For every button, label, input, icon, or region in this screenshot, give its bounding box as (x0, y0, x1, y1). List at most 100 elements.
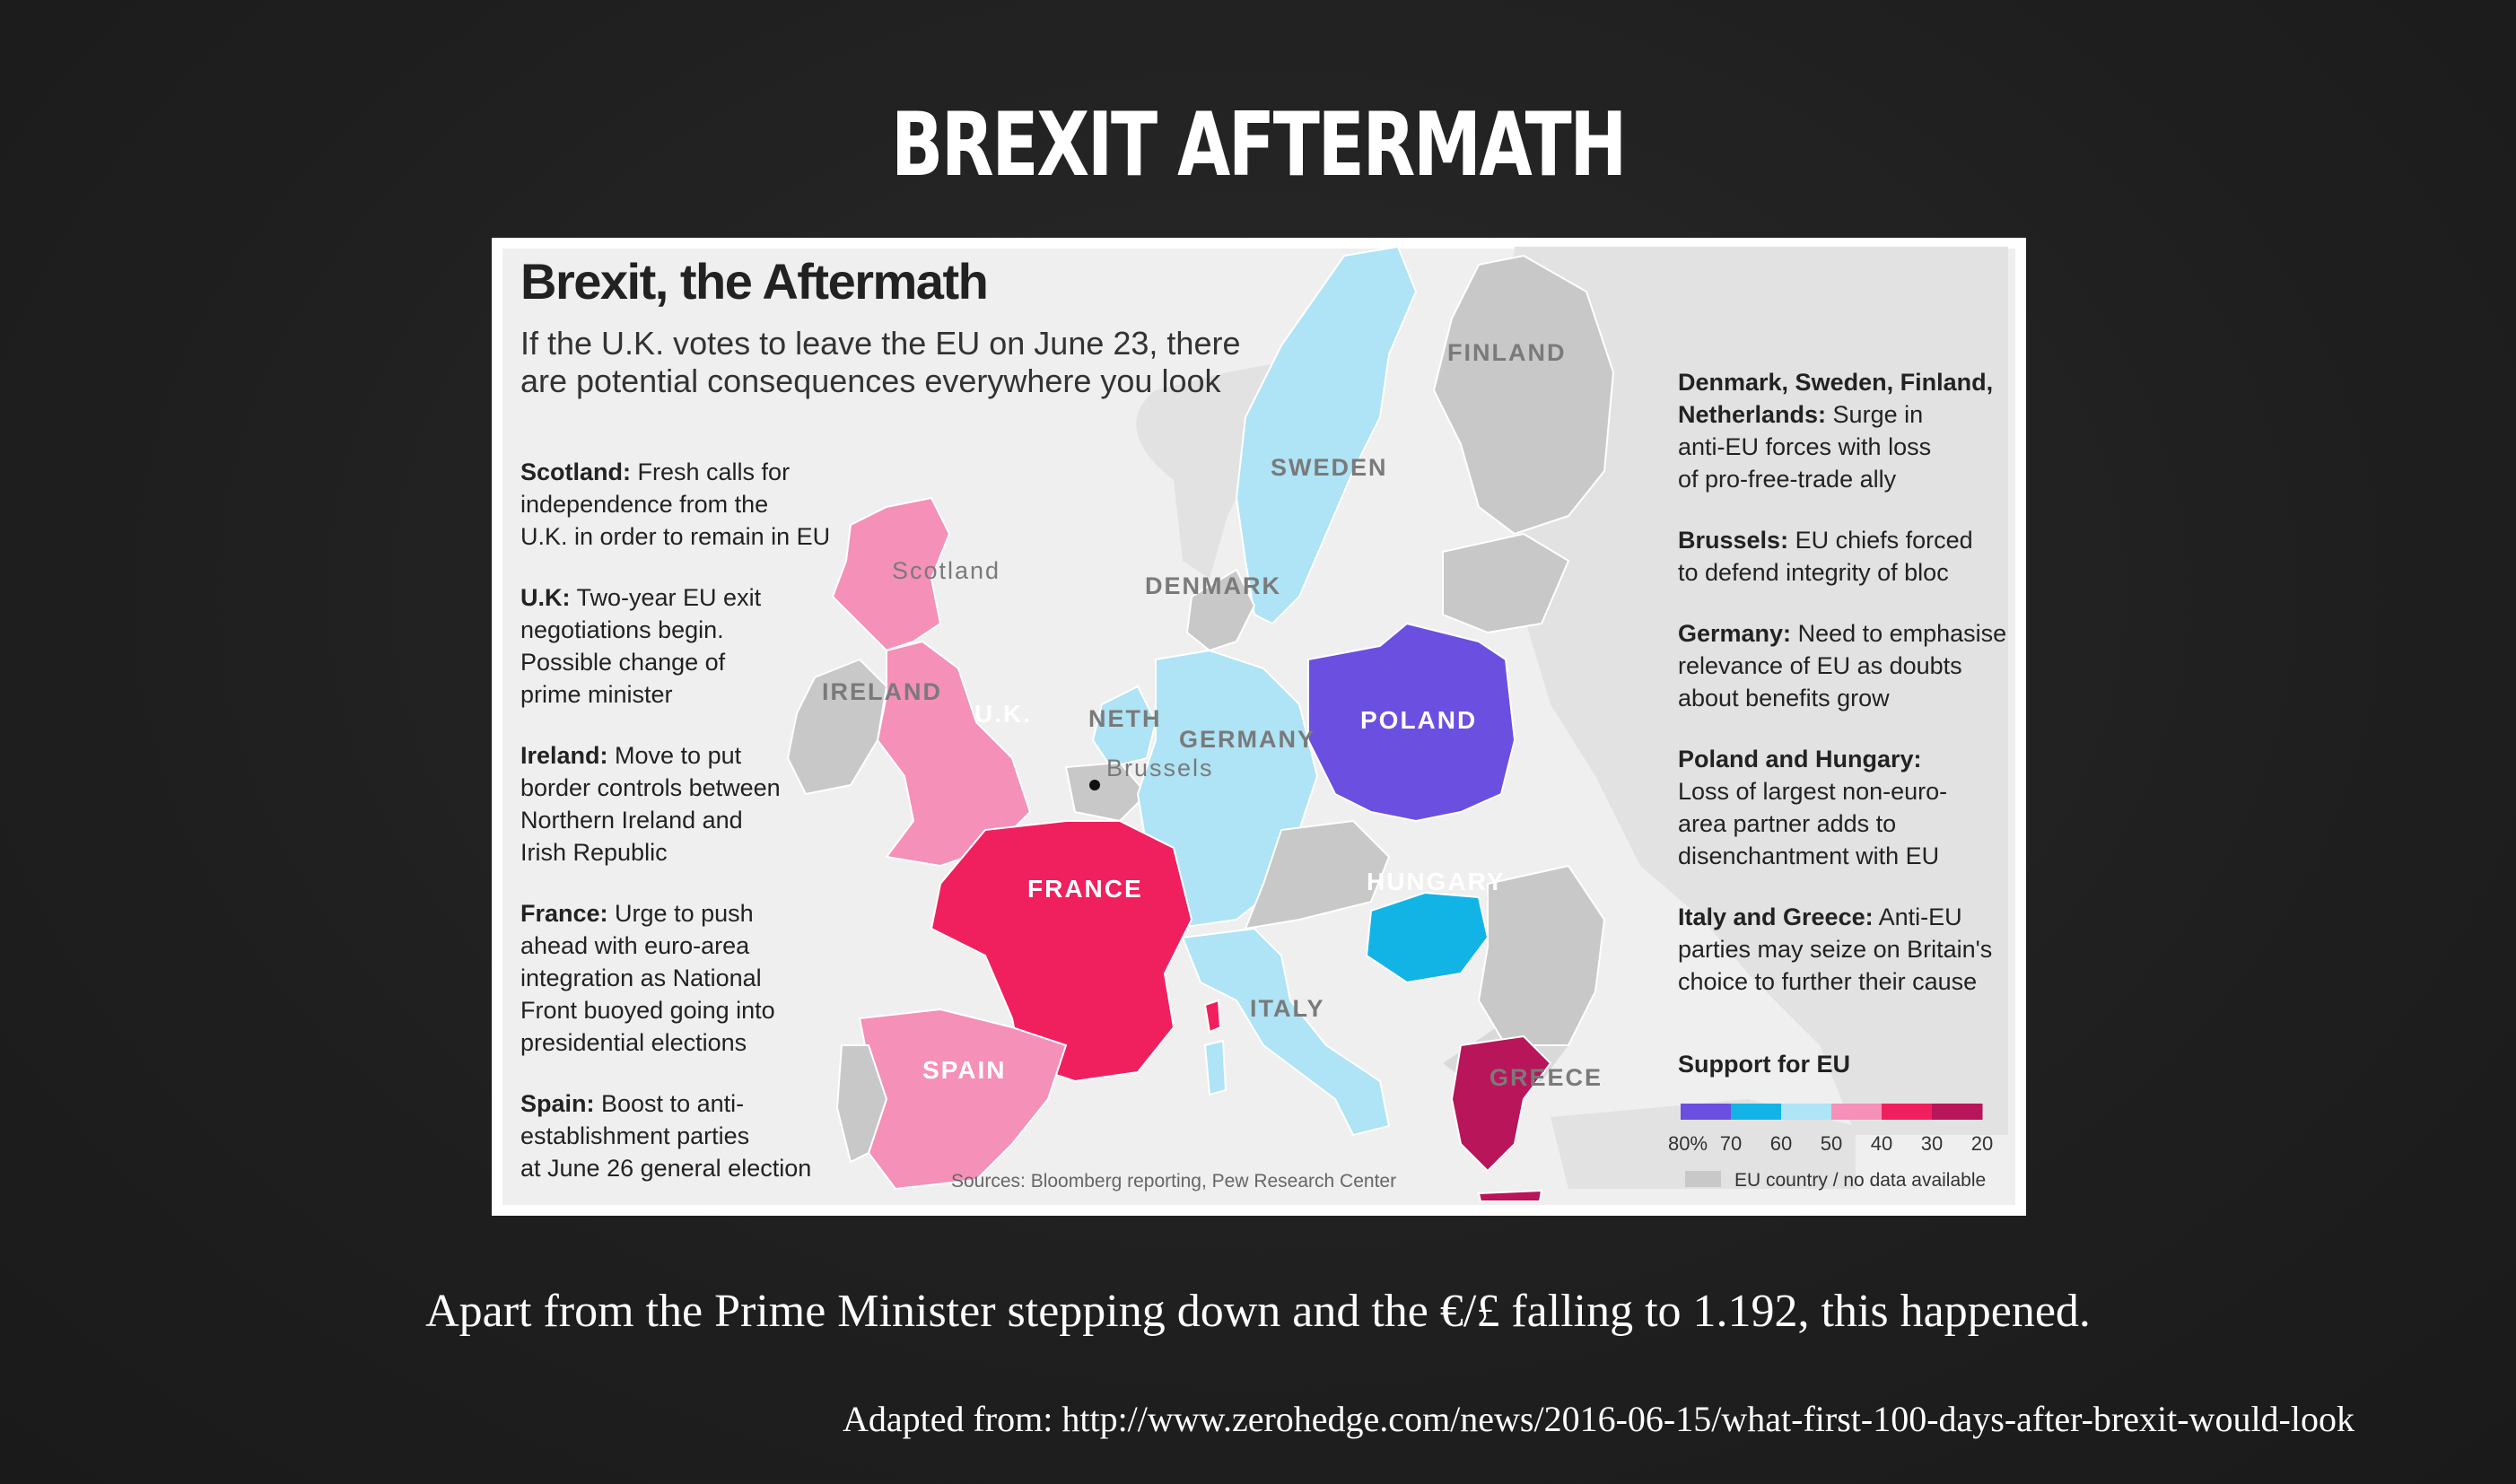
right-note-0-line-1: Netherlands: Surge in (1678, 401, 1923, 428)
right-note-text: Surge in (1826, 401, 1923, 428)
left-note-text: Boost to anti- (595, 1090, 745, 1117)
left-note-0-line-2: independence from the (520, 491, 768, 518)
map-subtitle-line2: are potential consequences everywhere yo… (520, 362, 1221, 399)
left-note-3-line-0: France: Urge to push (520, 900, 754, 927)
sweden-shape (1235, 245, 1418, 625)
right-note-2-line-3: about benefits grow (1678, 685, 1890, 711)
italy-shape (1181, 927, 1391, 1137)
brussels-label: Brussels (1106, 755, 1214, 781)
poland-shape (1307, 622, 1516, 823)
left-notes: Scotland: Fresh calls for independence fr… (520, 458, 830, 1182)
legend-tick-label: 60 (1770, 1132, 1792, 1155)
france-shape (930, 820, 1193, 1083)
germany-label: GERMANY (1179, 726, 1315, 753)
legend-title: Support for EU (1678, 1051, 1850, 1078)
legend-ticks: 80% 70 60 50 40 30 20 (1668, 1132, 1993, 1155)
left-note-2-line-0: Ireland: Move to put (520, 742, 742, 769)
brussels-marker (1089, 780, 1100, 790)
left-note-2-line-4: Irish Republic (520, 839, 668, 866)
turkey-landmass (1551, 1099, 1856, 1189)
support-legend: Support for EU 80% 70 60 50 40 30 20 EU countr… (1668, 1051, 1993, 1191)
left-note-text: Move to put (608, 742, 742, 769)
right-note-4-line-3: choice to further their cause (1678, 968, 1977, 995)
left-note-head: U.K: (520, 584, 571, 611)
legend-swatch (1681, 1104, 1732, 1120)
left-note-1-line-4: prime minister (520, 681, 673, 708)
legend-swatch (1932, 1104, 1983, 1120)
right-note-3-line-0: Poland and Hungary: (1678, 746, 1922, 773)
source-link[interactable]: Adapted from: http://www.zerohedge.com/n… (842, 1399, 2354, 1439)
right-note-1-line-2: to defend integrity of bloc (1678, 559, 1949, 586)
brexit-map-figure: FINLAND SWEDEN DENMARK IRELAND NETH GERM… (492, 238, 2026, 1216)
uk-label: U.K. (974, 700, 1032, 728)
belgium-shape (1064, 761, 1149, 823)
hungary-shape (1365, 891, 1490, 984)
right-note-1-line-0: Brussels: EU chiefs forced (1678, 527, 1973, 554)
denmark-shape (1185, 568, 1256, 652)
right-note-0-line-0: Denmark, Sweden, Finland, (1678, 369, 1993, 396)
right-note-3-line-3: area partner adds to (1678, 810, 1896, 837)
czech-austria-shape (1244, 819, 1391, 930)
netherlands-label: NETH (1088, 705, 1162, 732)
left-note-2-line-2: border controls between (520, 774, 781, 801)
right-note-4-line-2: parties may seize on Britain's (1678, 936, 1992, 963)
right-note-head: Netherlands: (1678, 401, 1826, 428)
right-note-head: Germany: (1678, 620, 1791, 647)
scotland-shape (831, 496, 951, 652)
right-note-0-line-2: anti-EU forces with loss (1678, 433, 1931, 460)
finland-label: FINLAND (1447, 339, 1566, 366)
left-note-0-line-0: Scotland: Fresh calls for (520, 458, 790, 485)
legend-swatch (1831, 1104, 1883, 1120)
left-note-0-line-3: U.K. in order to remain in EU (520, 523, 830, 550)
left-note-text: Two-year EU exit (571, 584, 762, 611)
netherlands-shape (1091, 685, 1158, 769)
sweden-label: SWEDEN (1271, 454, 1388, 481)
portugal-shape (835, 1044, 888, 1164)
right-note-head: Italy and Greece: (1678, 903, 1874, 930)
left-note-4-line-0: Spain: Boost to anti- (520, 1090, 744, 1117)
france-label: FRANCE (1027, 875, 1143, 903)
finland-shape (1432, 254, 1615, 536)
italy-label: ITALY (1250, 995, 1325, 1022)
left-note-3-line-3: integration as National (520, 965, 762, 991)
left-note-text: Urge to push (608, 900, 754, 927)
greece-shape (1450, 1034, 1552, 1173)
left-note-head: Ireland: (520, 742, 608, 769)
slide-title: BREXIT AFTERMATH (890, 94, 1627, 196)
right-note-head: Denmark, Sweden, Finland, (1678, 369, 1993, 396)
right-note-text: Need to emphasise (1791, 620, 2006, 647)
left-note-head: Scotland: (520, 458, 631, 485)
right-note-3-line-4: disenchantment with EU (1678, 842, 1939, 869)
legend-tick-label: 70 (1720, 1132, 1742, 1155)
romania-bulgaria-shape (1477, 864, 1606, 1046)
legend-swatch (1882, 1104, 1933, 1120)
right-notes: Denmark, Sweden, Finland, Netherlands: Su… (1678, 369, 2006, 995)
left-note-1-line-3: Possible change of (520, 649, 726, 676)
map-subtitle-line1: If the U.K. votes to leave the EU on Jun… (520, 325, 1240, 362)
legend-na-label: EU country / no data available (1734, 1170, 1986, 1191)
left-note-3-line-4: Front buoyed going into (520, 997, 775, 1024)
legend-na-swatch (1685, 1171, 1721, 1187)
right-note-0-line-3: of pro-free-trade ally (1678, 466, 1897, 493)
left-note-head: Spain: (520, 1090, 595, 1117)
left-note-4-line-2: establishment parties (520, 1122, 749, 1149)
right-note-2-line-0: Germany: Need to emphasise (1678, 620, 2006, 647)
left-note-4-line-3: at June 26 general election (520, 1155, 811, 1182)
left-note-2-line-3: Northern Ireland and (520, 807, 743, 834)
left-note-1-line-2: negotiations begin. (520, 616, 724, 643)
left-note-head: France: (520, 900, 608, 927)
ireland-label: IRELAND (822, 678, 942, 705)
baltics-shape (1442, 532, 1570, 634)
spain-label: SPAIN (922, 1056, 1007, 1084)
scotland-label: Scotland (892, 557, 1000, 584)
legend-tick-label: 40 (1871, 1132, 1892, 1155)
europe-map: FINLAND SWEDEN DENMARK IRELAND NETH GERM… (492, 238, 2026, 1216)
legend-swatch (1781, 1104, 1832, 1120)
left-note-text: Fresh calls for (631, 458, 790, 485)
legend-swatch (1731, 1104, 1782, 1120)
denmark-label: DENMARK (1145, 572, 1281, 599)
legend-tick-label: 80% (1668, 1132, 1708, 1155)
corsica-shape (1203, 999, 1222, 1034)
left-note-1-line-0: U.K: Two-year EU exit (520, 584, 762, 611)
ireland-shape (786, 658, 888, 796)
